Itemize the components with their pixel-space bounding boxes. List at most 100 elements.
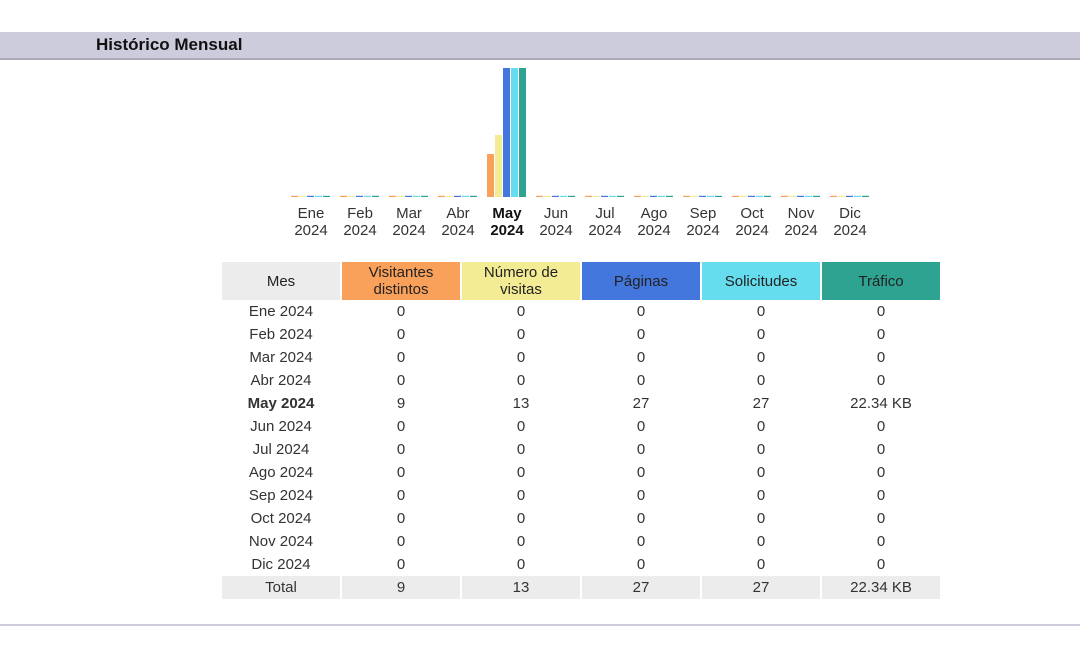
cell-pages: 0 bbox=[636, 326, 646, 343]
section-title: Histórico Mensual bbox=[96, 35, 243, 54]
bar-feb-2024-series-1 bbox=[348, 195, 355, 197]
cell-month: Feb 2024 bbox=[249, 326, 313, 343]
table-row: Ene 2024 0 0 0 0 0 bbox=[222, 300, 940, 323]
cell-month: Nov 2024 bbox=[248, 533, 314, 550]
cell-month: May 2024 bbox=[247, 395, 315, 412]
bar-ene-2024-series-1 bbox=[299, 195, 306, 197]
x-tick-label: 2024 bbox=[441, 222, 474, 239]
bar-sep-2024-series-1 bbox=[691, 195, 698, 197]
monthly-history-chart: Ene2024Feb2024Mar2024Abr2024May2024Jun20… bbox=[291, 68, 869, 239]
bar-abr-2024-series-3 bbox=[462, 195, 469, 197]
col-header-visitors: Visitantes distintos bbox=[342, 262, 460, 300]
bar-jun-2024-series-2 bbox=[552, 195, 559, 197]
bar-jul-2024-series-0 bbox=[585, 195, 592, 197]
bar-may-2024-series-4 bbox=[519, 68, 526, 197]
cell-visitors: 0 bbox=[396, 326, 406, 343]
bar-ene-2024-series-2 bbox=[307, 195, 314, 197]
total-bandwidth: 22.34 KB bbox=[822, 576, 940, 599]
cell-visitors: 0 bbox=[396, 464, 406, 481]
cell-month: Jun 2024 bbox=[250, 418, 312, 435]
x-tick-label: Oct bbox=[740, 205, 764, 222]
cell-visitors: 0 bbox=[396, 441, 406, 458]
cell-visitors: 0 bbox=[396, 372, 406, 389]
bar-jun-2024-series-4 bbox=[568, 195, 575, 197]
cell-hits: 0 bbox=[756, 487, 766, 504]
cell-hits: 0 bbox=[756, 533, 766, 550]
cell-pages: 0 bbox=[636, 372, 646, 389]
bar-abr-2024-series-2 bbox=[454, 195, 461, 197]
table-row: Feb 2024 0 0 0 0 0 bbox=[222, 323, 940, 346]
total-visits: 13 bbox=[462, 576, 580, 599]
table-total-row: Total 9 13 27 27 22.34 KB bbox=[222, 576, 940, 599]
bar-jun-2024-series-1 bbox=[544, 195, 551, 197]
bar-nov-2024-series-2 bbox=[797, 195, 804, 197]
cell-hits: 0 bbox=[756, 464, 766, 481]
section-header: Histórico Mensual bbox=[0, 32, 1080, 60]
bar-oct-2024-series-4 bbox=[764, 195, 771, 197]
table-row: Mar 2024 0 0 0 0 0 bbox=[222, 346, 940, 369]
bar-mar-2024-series-1 bbox=[397, 195, 404, 197]
bar-nov-2024-series-3 bbox=[805, 195, 812, 197]
cell-visits: 0 bbox=[516, 556, 526, 573]
x-tick-label: 2024 bbox=[588, 222, 621, 239]
cell-visits: 0 bbox=[516, 487, 526, 504]
cell-pages: 0 bbox=[636, 556, 646, 573]
monthly-stats-table: Mes Visitantes distintos Número de visit… bbox=[220, 262, 942, 599]
bar-jul-2024-series-4 bbox=[617, 195, 624, 197]
cell-month: Jul 2024 bbox=[252, 441, 310, 458]
x-tick-label: Sep bbox=[690, 205, 717, 222]
cell-bandwidth: 0 bbox=[876, 441, 886, 458]
cell-visitors: 0 bbox=[396, 556, 406, 573]
cell-pages: 0 bbox=[636, 533, 646, 550]
cell-hits: 0 bbox=[756, 303, 766, 320]
bar-may-2024-series-3 bbox=[511, 68, 518, 197]
cell-hits: 0 bbox=[756, 510, 766, 527]
x-tick-label: Jul bbox=[595, 205, 614, 222]
bar-mar-2024-series-3 bbox=[413, 195, 420, 197]
bar-nov-2024-series-1 bbox=[789, 195, 796, 197]
bar-feb-2024-series-3 bbox=[364, 195, 371, 197]
x-tick-label: Jun bbox=[544, 205, 568, 222]
cell-month: Ago 2024 bbox=[248, 464, 314, 481]
bar-oct-2024-series-0 bbox=[732, 195, 739, 197]
cell-pages: 27 bbox=[632, 395, 650, 412]
col-header-bandwidth: Tráfico bbox=[822, 262, 940, 300]
total-pages: 27 bbox=[582, 576, 700, 599]
x-tick-label: 2024 bbox=[343, 222, 376, 239]
x-tick-label: May bbox=[492, 205, 522, 222]
x-tick-label: Mar bbox=[396, 205, 422, 222]
total-hits: 27 bbox=[702, 576, 820, 599]
bar-sep-2024-series-4 bbox=[715, 195, 722, 197]
cell-visits: 0 bbox=[516, 418, 526, 435]
table-row: Nov 2024 0 0 0 0 0 bbox=[222, 530, 940, 553]
cell-pages: 0 bbox=[636, 510, 646, 527]
cell-bandwidth: 0 bbox=[876, 418, 886, 435]
bar-jul-2024-series-1 bbox=[593, 195, 600, 197]
x-tick-label: Ago bbox=[641, 205, 668, 222]
table-row: Sep 2024 0 0 0 0 0 bbox=[222, 484, 940, 507]
cell-month: Sep 2024 bbox=[248, 487, 314, 504]
cell-hits: 0 bbox=[756, 349, 766, 366]
bar-dic-2024-series-3 bbox=[854, 195, 861, 197]
bar-nov-2024-series-0 bbox=[781, 195, 788, 197]
x-tick-label: 2024 bbox=[686, 222, 719, 239]
cell-bandwidth: 0 bbox=[876, 533, 886, 550]
bar-jul-2024-series-2 bbox=[601, 195, 608, 197]
cell-visits: 0 bbox=[516, 510, 526, 527]
x-tick-label: Ene bbox=[298, 205, 325, 222]
cell-pages: 0 bbox=[636, 487, 646, 504]
x-tick-label: Feb bbox=[347, 205, 373, 222]
bar-oct-2024-series-3 bbox=[756, 195, 763, 197]
total-visitors: 9 bbox=[342, 576, 460, 599]
cell-bandwidth: 0 bbox=[876, 303, 886, 320]
cell-pages: 0 bbox=[636, 418, 646, 435]
section-divider bbox=[0, 624, 1080, 626]
bar-feb-2024-series-2 bbox=[356, 195, 363, 197]
cell-bandwidth: 0 bbox=[876, 510, 886, 527]
cell-month: Oct 2024 bbox=[250, 510, 312, 527]
x-tick-label: Dic bbox=[839, 205, 861, 222]
cell-visitors: 0 bbox=[396, 303, 406, 320]
bar-sep-2024-series-0 bbox=[683, 195, 690, 197]
cell-visitors: 9 bbox=[396, 395, 406, 412]
cell-pages: 0 bbox=[636, 303, 646, 320]
